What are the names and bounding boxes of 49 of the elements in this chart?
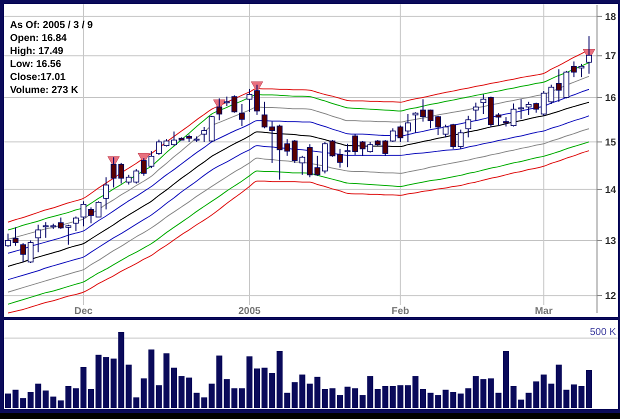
y-tick-label: 15 bbox=[605, 137, 617, 148]
candlestick bbox=[465, 115, 472, 138]
candlestick bbox=[231, 94, 238, 114]
annotation: Open: 16.84 bbox=[10, 33, 68, 44]
candlestick bbox=[126, 174, 132, 186]
candlestick bbox=[458, 129, 464, 150]
candlestick bbox=[148, 150, 154, 169]
candlestick bbox=[390, 128, 396, 142]
y-tick-label: 13 bbox=[605, 236, 617, 247]
x-tick-label: 2005 bbox=[238, 306, 262, 317]
ref-line-label: 500 K bbox=[590, 327, 616, 338]
candlestick bbox=[548, 84, 554, 104]
candlestick bbox=[216, 98, 222, 121]
candlestick bbox=[299, 155, 306, 176]
candlestick bbox=[103, 176, 109, 210]
annotation: Close:17.01 bbox=[10, 72, 66, 83]
candlestick bbox=[140, 158, 147, 176]
x-tick-label: Feb bbox=[391, 306, 410, 317]
candlestick bbox=[382, 140, 388, 156]
x-tick-label: Dec bbox=[74, 306, 94, 317]
annotation: As Of: 2005 / 3 / 9 bbox=[10, 20, 94, 31]
annotation: Volume: 273 K bbox=[10, 85, 79, 96]
candlestick bbox=[133, 168, 140, 184]
candlestick bbox=[450, 123, 456, 150]
candlestick bbox=[201, 126, 208, 142]
candlestick bbox=[367, 141, 374, 154]
candlestick bbox=[73, 216, 79, 232]
candlestick bbox=[110, 156, 117, 188]
candlestick bbox=[556, 68, 562, 102]
candlestick bbox=[35, 224, 42, 253]
y-tick-label: 18 bbox=[605, 12, 617, 23]
candlestick bbox=[472, 102, 479, 122]
candlestick bbox=[284, 138, 290, 156]
candlestick bbox=[526, 101, 532, 116]
candlestick bbox=[586, 36, 592, 74]
candlestick bbox=[118, 162, 124, 184]
candlestick bbox=[65, 224, 72, 246]
candlestick bbox=[292, 140, 298, 164]
annotation: High: 17.49 bbox=[10, 46, 64, 57]
candlestick bbox=[540, 90, 547, 116]
candlestick bbox=[58, 217, 64, 230]
y-tick-label: 12 bbox=[605, 291, 617, 302]
y-tick-label: 17 bbox=[605, 51, 617, 62]
y-tick-label: 16 bbox=[605, 92, 617, 104]
candlestick bbox=[533, 102, 540, 114]
annotation: Low: 16.56 bbox=[10, 59, 62, 70]
y-tick-label: 14 bbox=[605, 184, 617, 196]
candlestick bbox=[239, 103, 245, 127]
x-tick-label: Mar bbox=[534, 306, 553, 317]
